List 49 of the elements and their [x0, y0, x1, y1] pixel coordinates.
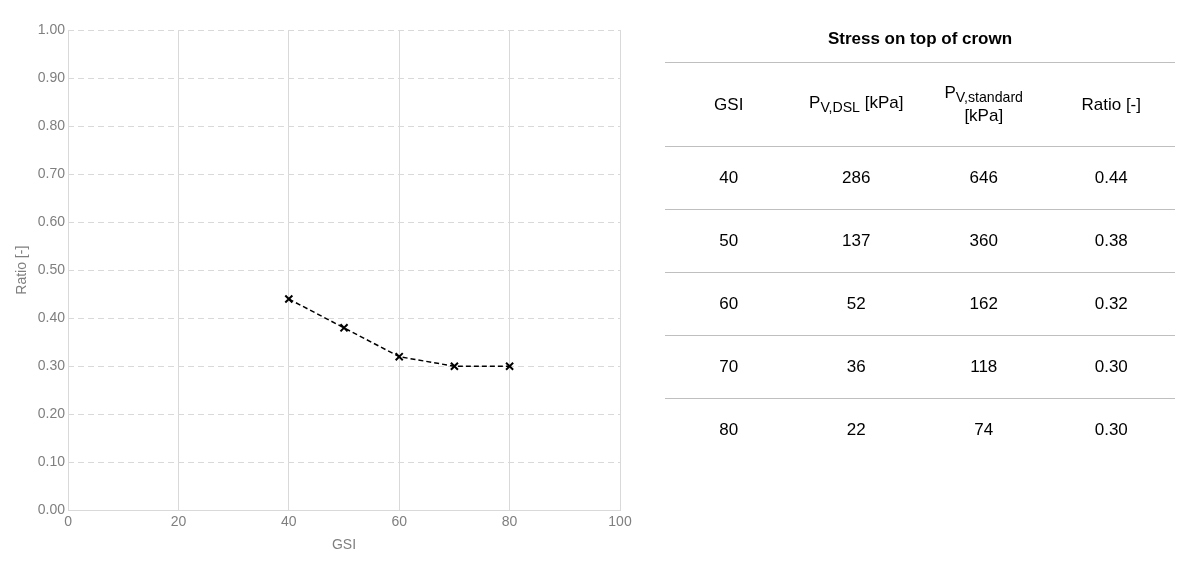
data-label: 22 — [845, 419, 867, 442]
x-tick-label: 40 — [281, 512, 297, 529]
x-tick-label: 0 — [64, 512, 73, 529]
y-tick-label: 80 — [718, 419, 740, 442]
y-tick-label: 0.00 — [37, 501, 66, 518]
y-tick-label: 0.50 — [37, 261, 66, 278]
data-label: 0.30 — [1093, 356, 1129, 378]
x-tick-label: Ratio [-] — [1080, 93, 1142, 116]
y-tick-label: 0.10 — [37, 453, 66, 470]
point — [339, 323, 349, 333]
point — [505, 361, 515, 371]
x-tick-label: P$_{V,DSL}$ [kPa] — [808, 92, 905, 118]
x-tick-label: P$_{V,standard}$ [kPa] — [943, 82, 1024, 127]
y-tick-label: 1.00 — [37, 20, 66, 37]
point — [284, 294, 294, 304]
point — [449, 361, 459, 371]
y-tick-label: 0.80 — [37, 116, 66, 133]
data-label: 118 — [969, 356, 999, 378]
data-label: 74 — [973, 419, 995, 442]
y-tick-label: 0.90 — [37, 68, 66, 85]
data-label: 646 — [968, 167, 999, 189]
x-tick-label: 100 — [608, 512, 632, 529]
data-label: 0.32 — [1093, 293, 1129, 315]
chart-title: Stress on top of crown — [826, 28, 1014, 50]
x-axis-title: GSI — [331, 536, 357, 553]
x-tick-label: 60 — [391, 512, 408, 529]
y-tick-label: 70 — [718, 356, 740, 378]
point — [394, 352, 404, 362]
y-tick-label: 0.70 — [37, 164, 66, 181]
data-label: 0.30 — [1093, 419, 1129, 442]
data-label: 52 — [845, 293, 867, 315]
y-tick-label: 0.20 — [37, 405, 66, 422]
data-label: 286 — [841, 167, 872, 189]
y-tick-label: 50 — [718, 230, 740, 252]
y-axis-title: Ratio [-] — [13, 245, 30, 295]
x-tick-label: 80 — [501, 512, 518, 529]
y-tick-label: 40 — [718, 167, 740, 189]
data-label: 0.44 — [1093, 167, 1129, 189]
x-tick-label: 20 — [170, 512, 187, 529]
y-tick-label: 0.40 — [37, 309, 66, 326]
y-axis-title: GSI — [713, 93, 745, 116]
data-label: 0.38 — [1093, 230, 1129, 252]
y-tick-label: 0.30 — [37, 357, 66, 374]
data-label: 360 — [968, 230, 999, 252]
data-label: 162 — [968, 293, 999, 315]
data-label: 36 — [845, 356, 867, 378]
y-tick-label: 60 — [718, 293, 740, 315]
data-label: 137 — [841, 230, 872, 252]
y-tick-label: 0.60 — [37, 213, 66, 230]
